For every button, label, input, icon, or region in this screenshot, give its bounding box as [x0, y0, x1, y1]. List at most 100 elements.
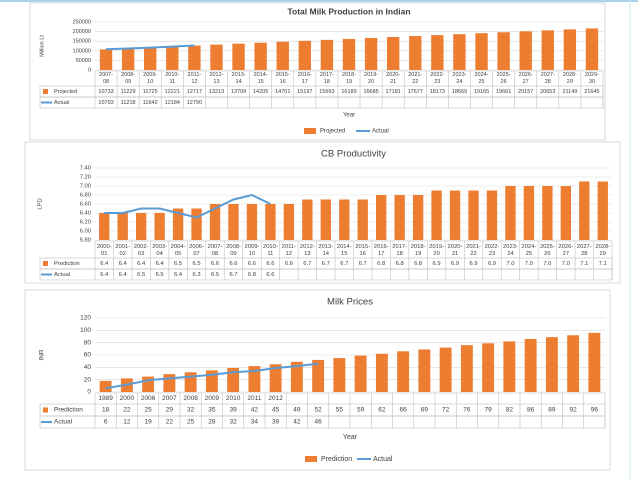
- x-tick-label-line: 2017-: [320, 73, 334, 79]
- bar: [545, 337, 558, 392]
- bar: [563, 29, 577, 70]
- y-tick-label: 6.80: [80, 193, 91, 199]
- table-cell: 7.0: [525, 261, 533, 267]
- table-cell: 15693: [319, 89, 334, 95]
- bar: [519, 31, 532, 70]
- table-cell: 6.7: [359, 261, 367, 267]
- x-tick-label-line: 2001-: [115, 244, 130, 250]
- bar: [142, 376, 155, 392]
- x-tick-label-line: 15: [341, 251, 347, 257]
- x-tick-label: 2022-23: [430, 73, 444, 86]
- table-row-label: Actual: [54, 100, 69, 106]
- table-cell: 96: [591, 407, 599, 414]
- x-tick-label-line: 14: [236, 79, 242, 85]
- bar: [468, 190, 479, 240]
- table-cell: 92: [570, 407, 578, 414]
- x-tick-label-line: 08: [212, 251, 218, 257]
- y-tick-label: 6.00: [80, 229, 91, 235]
- x-tick-label-line: 2022-: [430, 73, 444, 79]
- bar: [523, 186, 535, 240]
- x-tick-label: 2028-29: [595, 244, 610, 257]
- y-tick-label: 50000: [76, 58, 91, 64]
- table-cell: 52: [315, 407, 323, 414]
- bar: [248, 366, 261, 392]
- chart-title: Milk Prices: [327, 297, 373, 308]
- bar: [460, 345, 473, 392]
- bar: [394, 195, 405, 240]
- table-cell: 32: [230, 419, 238, 426]
- table-cell: 10733: [98, 89, 113, 95]
- table-cell: 6.9: [433, 261, 441, 267]
- bar: [542, 186, 553, 240]
- bar: [541, 30, 554, 71]
- table-cell: 6.4: [156, 261, 165, 267]
- x-tick-label-line: 2027-: [541, 73, 555, 79]
- table-cell: 6.4: [100, 261, 109, 267]
- x-tick-label: 2010-11: [165, 73, 179, 86]
- bar: [597, 181, 608, 240]
- x-tick-label-line: 2020-: [386, 73, 400, 79]
- x-tick-label: 2022-23: [485, 244, 500, 257]
- x-tick-label-line: 22: [470, 251, 476, 257]
- table-cell: 45: [272, 407, 280, 414]
- x-tick-label-line: 2022-: [485, 244, 500, 250]
- bar: [375, 353, 388, 392]
- x-tick-label-line: 2028-: [595, 244, 610, 250]
- table-key: [43, 89, 48, 94]
- table-cell: 6.5: [193, 261, 201, 267]
- table-cell: 6.4: [137, 261, 146, 267]
- table-cell: 39: [230, 407, 238, 414]
- table-cell: 20653: [540, 89, 555, 95]
- table-cell: 12184: [165, 100, 180, 106]
- legend-label: Projected: [320, 129, 345, 135]
- table-cell: 21645: [584, 89, 599, 95]
- x-tick-label-line: 25: [478, 79, 484, 85]
- table-cell: 7.0: [562, 261, 570, 267]
- table-cell: 6.5: [174, 261, 182, 267]
- table-cell: 39: [272, 419, 280, 426]
- x-tick-label-line: 2009-: [143, 73, 157, 79]
- x-tick-label: 2018-19: [411, 244, 426, 257]
- x-tick-label: 2000-01: [97, 244, 112, 257]
- legend-label: Actual: [372, 129, 389, 135]
- x-tick-label-line: 12: [286, 251, 292, 257]
- bar: [412, 195, 424, 240]
- y-tick-label: 200000: [73, 29, 91, 35]
- bar: [163, 374, 176, 392]
- x-tick-label-line: 27: [523, 79, 529, 85]
- y-tick-label: 7.00: [80, 184, 91, 190]
- x-tick-label-line: 2019-: [364, 73, 378, 79]
- bar: [320, 199, 331, 240]
- table-cell: 17677: [408, 89, 423, 95]
- x-tick-label-line: 28: [581, 251, 587, 257]
- x-tick-label: 2014-15: [254, 73, 268, 86]
- y-tick-label: 100: [80, 327, 91, 334]
- table-cell: 7.0: [506, 261, 514, 267]
- x-tick-label: 2001-02: [115, 244, 130, 257]
- x-tick-label-line: 15: [258, 79, 264, 85]
- x-tick-label-line: 2010-: [263, 244, 278, 250]
- bar: [144, 47, 157, 70]
- table-cell: 6.9: [488, 261, 496, 267]
- table-cell: 6.9: [469, 261, 477, 267]
- x-tick-label: 2018-19: [342, 73, 356, 86]
- table-cell: 16685: [363, 89, 378, 95]
- table-cell: 10793: [98, 100, 113, 106]
- table-cell: 6.6: [248, 261, 256, 267]
- bar: [302, 199, 313, 240]
- x-tick-label-line: 14: [323, 251, 330, 257]
- x-tick-label-line: 20: [368, 79, 374, 85]
- y-tick-label: 60: [84, 352, 92, 359]
- bar: [246, 204, 258, 240]
- table-cell: 22: [123, 407, 131, 414]
- bar: [567, 335, 580, 392]
- legend-label: Prediction: [321, 456, 352, 463]
- x-tick-label-line: 17: [302, 79, 308, 85]
- x-tick-label-line: 2007-: [99, 73, 113, 79]
- x-tick-label: 2002-03: [134, 244, 149, 257]
- table-cell: 18173: [430, 89, 445, 95]
- x-tick-label: 2026-27: [519, 73, 533, 86]
- x-tick-label-line: 2012-: [300, 244, 315, 250]
- x-tick-label-line: 27: [563, 251, 569, 257]
- y-tick-label: 5.80: [80, 238, 91, 244]
